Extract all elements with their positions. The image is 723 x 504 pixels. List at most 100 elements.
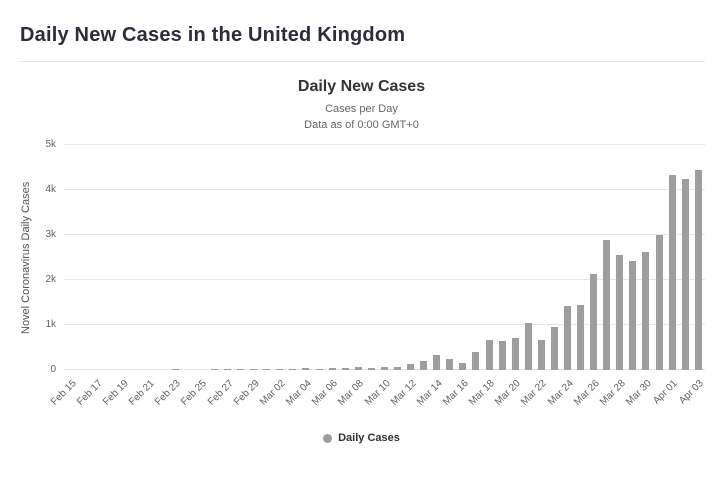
bar-mar-27 xyxy=(603,240,611,370)
bar-slot xyxy=(417,145,430,370)
gridline xyxy=(64,189,705,190)
gridline xyxy=(64,324,705,325)
bar-slot xyxy=(182,145,195,370)
legend-item-daily-cases[interactable]: Daily Cases xyxy=(18,432,705,444)
bar-slot xyxy=(430,145,443,370)
chart-subtitle-cases-per-day: Cases per Day xyxy=(325,103,398,115)
chart-title: Daily New Cases xyxy=(297,78,426,95)
bar-slot xyxy=(208,145,221,370)
y-tick-label: 2k xyxy=(45,274,56,285)
bar-slot xyxy=(156,145,169,370)
bar-mar-13 xyxy=(420,360,428,370)
bar-slot xyxy=(600,145,613,370)
bar-slot xyxy=(312,145,325,370)
legend-label: Daily Cases xyxy=(338,432,400,444)
bar-mar-31 xyxy=(655,234,663,370)
bar-slot xyxy=(64,145,77,370)
bar-feb-28 xyxy=(237,369,245,370)
bar-slot xyxy=(142,145,155,370)
bar-mar-12 xyxy=(407,363,415,370)
daily-new-cases-chart: Daily New Cases Cases per Day Data as of… xyxy=(18,78,707,444)
bar-slot xyxy=(247,145,260,370)
bar-slot xyxy=(221,145,234,370)
bar-mar-22 xyxy=(537,340,545,370)
bar-mar-03 xyxy=(289,369,297,370)
bar-slot xyxy=(626,145,639,370)
bar-slot xyxy=(404,145,417,370)
bar-mar-09 xyxy=(367,367,375,370)
x-axis-tick-labels: Feb 15 Feb 17 Feb 19 Feb 21 Feb 23 Feb 25 Feb … xyxy=(49,370,707,428)
bar-mar-16 xyxy=(459,363,467,370)
bar-slot xyxy=(496,145,509,370)
bar-mar-11 xyxy=(393,366,401,370)
bar-slot xyxy=(77,145,90,370)
y-tick-label: 4k xyxy=(45,184,56,195)
bar-slot xyxy=(273,145,286,370)
bar-mar-06 xyxy=(328,367,336,370)
gridline xyxy=(64,234,705,235)
bar-slot xyxy=(234,145,247,370)
bar-slot xyxy=(443,145,456,370)
y-axis-title: Novel Coronavirus Daily Cases xyxy=(20,181,32,334)
bar-slot xyxy=(535,145,548,370)
legend-marker-icon xyxy=(323,433,333,443)
bar-mar-18 xyxy=(485,339,493,370)
bar-mar-20 xyxy=(511,337,519,370)
plot-area: 0 1k 2k 3k 4k 5k xyxy=(45,140,705,375)
bar-slot xyxy=(639,145,652,370)
bar-slot xyxy=(469,145,482,370)
bar-slot xyxy=(613,145,626,370)
bar-feb-23 xyxy=(171,369,179,370)
bar-slot xyxy=(169,145,182,370)
bar-slot xyxy=(195,145,208,370)
bar-mar-01 xyxy=(263,369,271,370)
y-tick-label: 1k xyxy=(45,319,56,330)
bar-slot xyxy=(574,145,587,370)
y-tick-label: 5k xyxy=(45,139,56,150)
bar-mar-17 xyxy=(472,351,480,370)
gridline xyxy=(64,144,705,145)
chart-subtitle-data-as-of: Data as of 0:00 GMT+0 xyxy=(304,119,419,131)
bar-mar-24 xyxy=(564,305,571,370)
bar-feb-29 xyxy=(250,369,258,370)
bar-slot xyxy=(260,145,273,370)
bar-mar-05 xyxy=(315,368,323,370)
bar-slot xyxy=(483,145,496,370)
bar-slot xyxy=(548,145,561,370)
bar-mar-30 xyxy=(642,252,650,370)
bar-slot xyxy=(299,145,312,370)
bar-slot xyxy=(561,145,574,370)
bar-mar-14 xyxy=(433,354,441,370)
bar-slot xyxy=(391,145,404,370)
bar-series xyxy=(64,145,705,370)
bar-slot xyxy=(692,145,705,370)
bar-slot xyxy=(378,145,391,370)
bar-slot xyxy=(339,145,352,370)
bar-mar-26 xyxy=(590,274,598,370)
bar-apr-03 xyxy=(694,169,702,370)
bar-slot xyxy=(456,145,469,370)
bar-slot xyxy=(509,145,522,370)
bar-mar-25 xyxy=(577,304,585,370)
bar-apr-01 xyxy=(668,175,676,370)
bar-mar-19 xyxy=(498,341,506,370)
bar-mar-15 xyxy=(446,358,454,370)
bar-slot xyxy=(587,145,600,370)
chart-body: Novel Coronavirus Daily Cases 0 1k 2k 3k 4k 5… xyxy=(18,140,707,428)
bar-slot xyxy=(90,145,103,370)
bar-slot xyxy=(666,145,679,370)
page: Daily New Cases in the United Kingdom Da… xyxy=(18,24,707,444)
y-tick-label: 3k xyxy=(45,229,56,240)
bar-slot xyxy=(352,145,365,370)
bar-mar-04 xyxy=(302,368,310,370)
bar-slot xyxy=(326,145,339,370)
bar-apr-02 xyxy=(681,179,689,370)
bar-mar-08 xyxy=(354,367,362,370)
bar-mar-02 xyxy=(276,369,284,370)
bar-feb-27 xyxy=(223,369,231,370)
divider xyxy=(18,61,705,62)
gridline xyxy=(64,279,705,280)
y-tick-label: 0 xyxy=(50,364,56,375)
bar-slot xyxy=(116,145,129,370)
bar-mar-23 xyxy=(550,326,558,370)
